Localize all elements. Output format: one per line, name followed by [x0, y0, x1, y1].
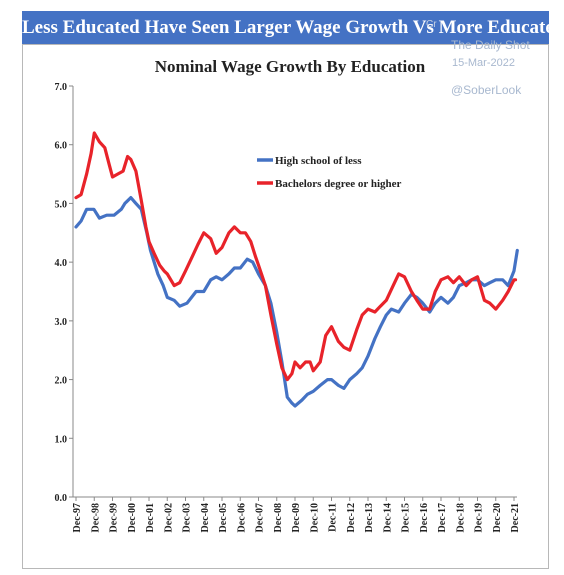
x-tick-label: Dec-11	[328, 503, 339, 532]
watermark-handle: @SoberLook	[451, 83, 522, 97]
watermark-site: The Daily Shot	[451, 38, 530, 52]
x-tick-label: Dec-97	[72, 503, 83, 532]
x-tick-label: Dec-05	[218, 503, 229, 532]
watermark-date: 15-Mar-2022	[452, 57, 515, 69]
x-tick-label: Dec-00	[127, 503, 138, 532]
x-tick-label: Dec-08	[273, 503, 284, 532]
y-tick-label: 6.0	[55, 141, 68, 152]
y-tick-label: 1.0	[55, 434, 68, 445]
series-lines	[74, 131, 519, 408]
x-tick-label: Dec-18	[455, 503, 466, 532]
x-tick-label: Dec-10	[309, 503, 320, 532]
chart-frame	[22, 44, 549, 569]
x-tick-label: Dec-99	[109, 503, 120, 532]
banner-title: Less Educated Have Seen Larger Wage Grow…	[22, 11, 549, 44]
x-tick-label: Dec-14	[382, 503, 393, 532]
x-tick-label: Dec-02	[163, 503, 174, 532]
chart-title: Nominal Wage Growth By Education	[155, 57, 426, 76]
y-tick-label: 5.0	[55, 199, 68, 210]
x-tick-label: Dec-19	[474, 503, 485, 532]
x-tick-label: Dec-16	[419, 503, 430, 532]
x-tick-label: Dec-04	[200, 503, 211, 532]
y-tick-label: 3.0	[55, 317, 68, 328]
x-tick-label: Dec-03	[182, 503, 193, 532]
y-tick-label: 7.0	[55, 82, 68, 93]
x-tick-label: Dec-12	[346, 503, 357, 532]
x-axis-ticks: Dec-97 Dec-98 Dec-99 Dec-00 Dec-01 Dec-02 Dec-…	[72, 497, 521, 532]
watermark-faint: Cr	[426, 19, 437, 30]
series-line-high-school	[74, 196, 519, 408]
x-tick-label: Dec-13	[364, 503, 375, 532]
x-tick-label: Dec-07	[255, 503, 266, 532]
x-tick-label: Dec-21	[510, 503, 521, 532]
x-tick-label: Dec-09	[291, 503, 302, 532]
y-tick-label: 2.0	[55, 376, 68, 387]
legend: High school of less Bachelors degree or h…	[257, 155, 401, 190]
y-axis-ticks: 0.0 1.0 2.0 3.0 4.0 5.0 6.0 7.0	[55, 82, 73, 504]
legend-label: High school of less	[275, 155, 362, 167]
y-tick-label: 4.0	[55, 258, 68, 269]
x-tick-label: Dec-20	[492, 503, 503, 532]
x-tick-label: Dec-15	[401, 503, 412, 532]
x-tick-label: Dec-98	[90, 503, 101, 532]
y-tick-label: 0.0	[55, 493, 68, 504]
x-tick-label: Dec-17	[437, 503, 448, 532]
legend-label: Bachelors degree or higher	[275, 178, 401, 190]
chart-axes	[72, 86, 517, 498]
series-line-bachelors	[74, 131, 518, 382]
x-tick-label: Dec-06	[236, 503, 247, 532]
x-tick-label: Dec-01	[145, 503, 156, 532]
